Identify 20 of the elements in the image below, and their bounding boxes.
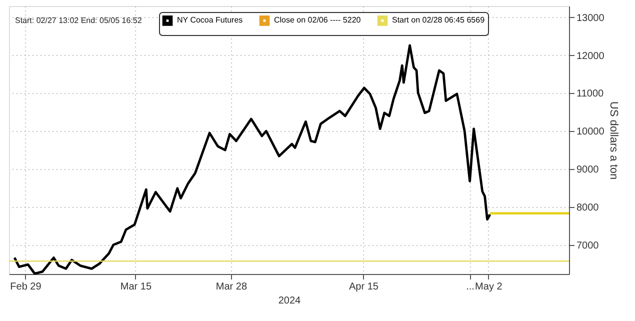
annotation: Start: 02/27 13:02 End: 05/05 16:52 <box>15 16 142 25</box>
x-tick-label: May 2 <box>475 282 503 292</box>
x-tick-label: Mar 15 <box>120 282 152 292</box>
y-tick-label: 9000 <box>576 164 600 176</box>
legend-label: Start on 02/28 06:45 6569 <box>392 16 486 25</box>
y-tick-label: 11000 <box>576 88 604 100</box>
y-axis-title: US dollars a ton <box>607 101 620 180</box>
x-tick-label: Apr 15 <box>349 282 379 292</box>
legend-label: Close on 02/06 ---- 5220 <box>274 16 362 25</box>
x-axis-title: 2024 <box>278 296 302 306</box>
y-tick-label: 7000 <box>576 240 600 252</box>
x-tick-label: Feb 29 <box>10 282 42 292</box>
y-tick-label: 12000 <box>576 50 605 62</box>
y-tick-label: 13000 <box>576 12 605 24</box>
y-tick-label: 8000 <box>576 202 600 214</box>
line-series <box>13 44 492 275</box>
x-tick-label: Mar 28 <box>216 282 248 292</box>
y-tick-label: 10000 <box>576 126 605 138</box>
x-tick-label: ... <box>466 282 474 292</box>
legend-label: NY Cocoa Futures <box>177 16 243 25</box>
